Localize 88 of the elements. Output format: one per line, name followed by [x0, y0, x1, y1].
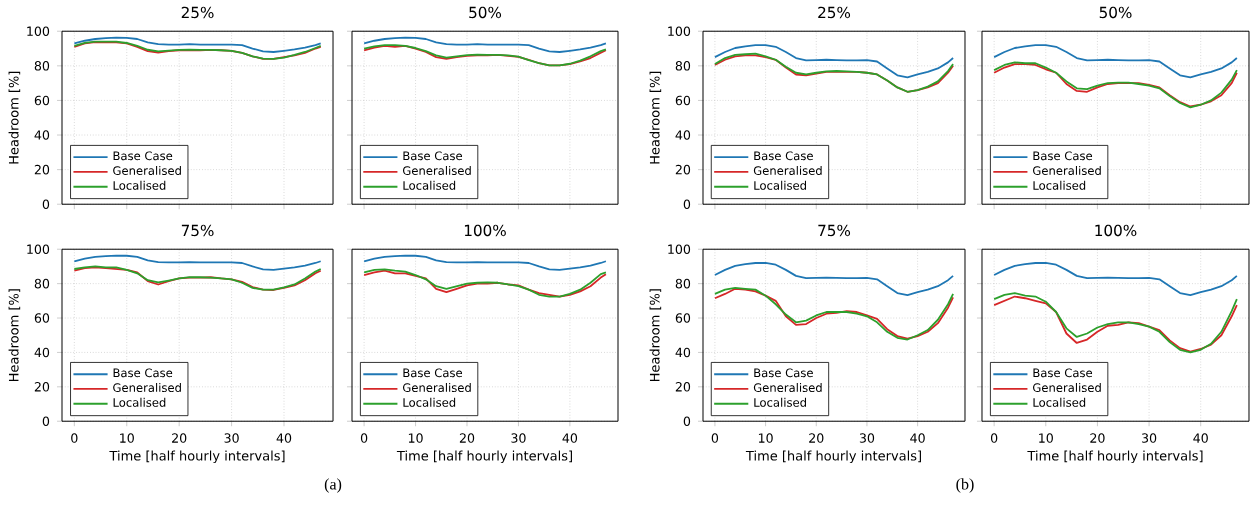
chart-title: 100% [1095, 224, 1137, 237]
text: (a) [324, 478, 342, 493]
x-axis-title: Time [half hourly intervals] [745, 450, 921, 464]
x-axis-title: Time [half hourly intervals] [396, 450, 572, 464]
chart-title: 75% [181, 224, 214, 237]
x-tick-label: 40 [562, 433, 578, 443]
legend-label: Base Case [754, 151, 813, 161]
y-tick-label: 100 [668, 26, 691, 36]
y-tick-label: 60 [675, 313, 691, 323]
y-tick-label: 20 [675, 381, 691, 392]
legend-label: Generalised [113, 165, 181, 175]
chart-title: 50% [469, 6, 502, 19]
legend-label: Base Case [754, 368, 813, 378]
legend-label: Base Case [1033, 368, 1093, 378]
x-tick-label: 30 [859, 433, 875, 443]
y-tick-label: 40 [34, 130, 50, 140]
x-tick-label: 40 [1193, 433, 1208, 443]
legend-label: Generalised [1033, 165, 1101, 175]
x-axis-title: Time [half hourly intervals] [1027, 450, 1203, 464]
y-tick-label: 60 [34, 313, 50, 323]
x-tick-label: 0 [360, 433, 368, 443]
y-tick-label: 100 [27, 26, 50, 36]
text: (b) [956, 478, 974, 493]
y-tick-label: 40 [675, 347, 691, 358]
x-axis-title: Time [half hourly intervals] [109, 450, 285, 464]
legend-label: Generalised [402, 165, 471, 175]
legend-label: Base Case [403, 151, 463, 161]
x-tick-label: 0 [711, 433, 719, 443]
legend-label: Localised [1033, 180, 1086, 190]
legend-label: Localised [754, 180, 806, 190]
y-tick-label: 20 [675, 164, 691, 175]
legend-label: Localised [754, 397, 806, 407]
x-tick-label: 40 [910, 433, 925, 443]
y-tick-label: 100 [27, 244, 50, 254]
chart-title: 75% [818, 224, 851, 237]
x-tick-label: 20 [459, 433, 475, 443]
y-tick-label: 60 [34, 95, 50, 106]
y-tick-label: 80 [34, 278, 50, 289]
chart-title: 100% [464, 224, 506, 237]
x-tick-label: 30 [224, 433, 239, 443]
x-tick-label: 20 [172, 433, 187, 443]
x-tick-label: 20 [809, 433, 824, 443]
y-tick-label: 80 [675, 60, 691, 71]
x-tick-label: 10 [408, 433, 423, 443]
y-tick-label: 80 [34, 60, 50, 71]
y-tick-label: 40 [34, 347, 50, 358]
legend-label: Localised [1033, 397, 1086, 407]
y-tick-label: 40 [675, 130, 691, 140]
line-series [714, 261, 954, 296]
y-axis-title: Headroom [%] [8, 289, 21, 381]
x-tick-label: 30 [1142, 433, 1157, 443]
y-tick-label: 80 [675, 278, 691, 289]
chart-title: 25% [181, 6, 214, 19]
legend-label: Generalised [113, 382, 181, 392]
x-tick-label: 10 [1039, 433, 1053, 443]
x-tick-label: 10 [120, 433, 134, 443]
x-tick-label: 10 [758, 433, 773, 443]
legend-label: Localised [113, 397, 166, 407]
x-tick-label: 0 [71, 433, 78, 443]
legend-label: Generalised [402, 382, 471, 392]
y-tick-label: 60 [675, 95, 691, 106]
x-tick-label: 0 [990, 433, 998, 443]
x-tick-label: 40 [276, 433, 292, 443]
y-axis-title: Headroom [%] [649, 289, 662, 381]
legend-label: Base Case [113, 368, 173, 378]
y-axis-title: Headroom [%] [649, 71, 662, 164]
chart-title: 25% [818, 6, 851, 19]
legend-label: Localised [113, 180, 166, 190]
legend-label: Generalised [1033, 382, 1101, 392]
legend-label: Base Case [403, 368, 463, 378]
y-tick-label: 20 [34, 381, 50, 392]
legend-label: Generalised [753, 382, 822, 392]
y-tick-label: 0 [42, 416, 50, 426]
y-tick-label: 20 [34, 164, 50, 175]
y-axis-title: Headroom [%] [8, 71, 21, 164]
legend-label: Localised [403, 180, 456, 190]
legend-label: Localised [403, 397, 456, 407]
chart-title: 50% [1099, 6, 1132, 19]
y-tick-label: 0 [683, 416, 691, 426]
legend-label: Generalised [753, 165, 822, 175]
y-tick-label: 0 [42, 199, 50, 209]
legend-label: Base Case [113, 151, 173, 161]
x-tick-label: 20 [1090, 433, 1105, 443]
y-tick-label: 100 [668, 244, 691, 254]
x-tick-label: 30 [511, 433, 526, 443]
legend-label: Base Case [1033, 151, 1093, 161]
line-series [714, 44, 954, 79]
y-tick-label: 0 [683, 199, 691, 209]
